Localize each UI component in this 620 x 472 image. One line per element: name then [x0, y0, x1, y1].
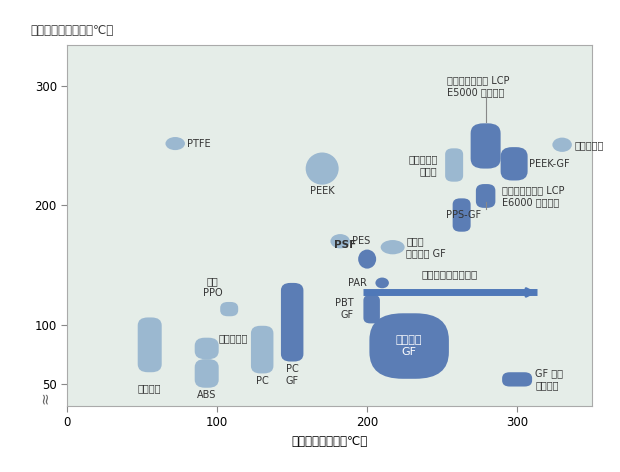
Text: 常用使用可能温度（℃）: 常用使用可能温度（℃） — [30, 25, 113, 37]
Text: PEEK: PEEK — [310, 186, 334, 196]
Ellipse shape — [552, 138, 572, 152]
FancyBboxPatch shape — [220, 302, 238, 316]
FancyBboxPatch shape — [195, 359, 219, 388]
Ellipse shape — [330, 234, 350, 248]
Text: スミカスーパー LCP
E6000 シリーズ: スミカスーパー LCP E6000 シリーズ — [502, 185, 565, 207]
Text: メラミン・エポキシ: メラミン・エポキシ — [422, 270, 478, 279]
FancyBboxPatch shape — [471, 123, 500, 169]
Text: PTFE: PTFE — [187, 139, 211, 149]
FancyBboxPatch shape — [370, 313, 449, 379]
FancyBboxPatch shape — [453, 198, 471, 232]
Text: ポリアミド
イミド: ポリアミド イミド — [408, 154, 438, 176]
Text: フッ素
共重合体 GF: フッ素 共重合体 GF — [406, 236, 446, 258]
Ellipse shape — [358, 250, 376, 269]
X-axis label: 荷重たわみ温度（℃）: 荷重たわみ温度（℃） — [291, 435, 368, 447]
Text: アセタール: アセタール — [219, 333, 248, 343]
Text: PAR: PAR — [348, 278, 367, 288]
Text: ナイロン: ナイロン — [138, 383, 161, 393]
Ellipse shape — [166, 137, 185, 150]
Ellipse shape — [375, 278, 389, 288]
FancyBboxPatch shape — [281, 283, 303, 362]
Text: PSF: PSF — [334, 240, 356, 250]
FancyBboxPatch shape — [502, 372, 532, 387]
Text: ポリイミド: ポリイミド — [574, 140, 603, 150]
FancyBboxPatch shape — [476, 184, 495, 208]
Text: PPS-GF: PPS-GF — [446, 210, 481, 220]
Text: PC
GF: PC GF — [286, 364, 299, 386]
Ellipse shape — [306, 152, 339, 185]
Text: ≈: ≈ — [38, 391, 53, 404]
Text: ナイロン
GF: ナイロン GF — [396, 335, 422, 357]
Text: スミカスーパー LCP
E5000 シリーズ: スミカスーパー LCP E5000 シリーズ — [446, 75, 509, 97]
FancyBboxPatch shape — [445, 148, 463, 182]
Text: ABS: ABS — [197, 390, 216, 400]
Text: 変性
PPO: 変性 PPO — [203, 276, 223, 298]
Text: GF 強化
グレード: GF 強化 グレード — [535, 368, 563, 391]
Text: PEEK-GF: PEEK-GF — [529, 159, 570, 169]
Ellipse shape — [381, 240, 405, 254]
Text: PC: PC — [256, 376, 268, 386]
FancyBboxPatch shape — [251, 326, 273, 373]
FancyBboxPatch shape — [138, 318, 162, 372]
FancyBboxPatch shape — [500, 147, 528, 180]
FancyBboxPatch shape — [195, 337, 219, 359]
Text: PBT
GF: PBT GF — [335, 298, 353, 320]
FancyBboxPatch shape — [363, 295, 380, 323]
Text: PES: PES — [352, 236, 370, 246]
